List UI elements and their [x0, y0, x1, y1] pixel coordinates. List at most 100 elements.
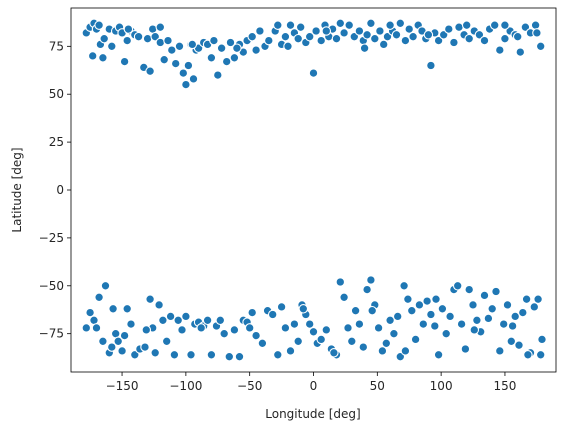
data-point	[410, 334, 421, 345]
data-point	[518, 307, 528, 318]
data-point	[395, 351, 406, 362]
data-point	[98, 53, 108, 63]
data-point	[150, 348, 160, 358]
data-point	[140, 342, 150, 352]
data-point	[100, 281, 111, 291]
data-point	[506, 336, 517, 347]
data-point	[321, 26, 332, 36]
data-point	[308, 68, 319, 78]
data-point	[108, 304, 118, 314]
data-point	[430, 321, 440, 331]
data-point	[122, 304, 132, 314]
data-point	[343, 323, 353, 333]
data-point	[316, 334, 326, 345]
data-point	[468, 300, 478, 310]
data-point	[521, 294, 532, 304]
data-point	[515, 47, 526, 57]
y-tick-label: 25	[49, 135, 64, 149]
data-point	[426, 60, 436, 71]
data-point	[273, 20, 283, 30]
data-point	[512, 31, 523, 42]
data-point	[375, 26, 385, 36]
x-tick-label: 50	[370, 379, 385, 393]
data-point	[404, 24, 414, 34]
data-point	[354, 319, 365, 329]
data-point	[94, 292, 104, 303]
data-point	[221, 56, 232, 67]
data-point	[532, 28, 542, 38]
x-axis: −150 −100 −50 0 50 100 150	[106, 372, 516, 393]
data-point	[202, 315, 213, 326]
data-point	[472, 315, 482, 326]
data-point	[366, 275, 376, 285]
data-point	[391, 30, 402, 40]
data-point	[461, 20, 472, 30]
data-point	[155, 22, 166, 32]
data-point	[483, 313, 494, 324]
x-tick-label: −50	[237, 379, 262, 393]
data-point	[170, 58, 181, 69]
data-point	[385, 315, 395, 326]
data-point	[378, 39, 389, 50]
x-tick-label: 0	[310, 379, 318, 393]
data-point	[285, 20, 296, 30]
y-tick-label: 75	[49, 39, 64, 53]
data-point	[433, 35, 444, 46]
data-point	[145, 294, 155, 304]
data-point	[414, 300, 425, 310]
data-point	[85, 307, 95, 318]
data-point	[257, 338, 268, 349]
data-point	[187, 39, 198, 50]
data-point	[389, 328, 399, 339]
data-point	[362, 284, 372, 295]
data-point	[426, 309, 436, 320]
data-point	[87, 51, 98, 61]
data-point	[464, 33, 474, 44]
data-point	[395, 18, 406, 29]
data-point	[359, 43, 370, 53]
y-tick-label: −75	[39, 327, 64, 341]
data-point	[159, 54, 169, 65]
points-layer	[81, 18, 547, 362]
y-tick-label: −50	[39, 279, 64, 293]
data-point	[224, 351, 235, 362]
data-point	[298, 304, 309, 314]
data-point	[273, 350, 283, 360]
data-point	[449, 37, 459, 48]
data-point	[454, 22, 464, 32]
data-point	[177, 325, 187, 335]
data-point	[370, 33, 380, 44]
data-point	[491, 286, 501, 297]
data-point	[537, 334, 547, 345]
data-point	[422, 296, 432, 306]
data-point	[502, 300, 513, 310]
data-point	[247, 307, 257, 318]
data-point	[331, 33, 342, 44]
data-point	[500, 20, 510, 30]
data-point	[347, 336, 357, 347]
data-point	[311, 26, 321, 36]
data-point	[385, 20, 395, 30]
data-point	[234, 351, 245, 362]
data-point	[247, 31, 257, 42]
data-point	[181, 79, 191, 90]
data-point	[495, 45, 505, 55]
y-tick-label: 0	[56, 183, 64, 197]
data-point	[304, 31, 315, 42]
data-point	[98, 336, 108, 347]
data-point	[285, 346, 296, 356]
data-point	[399, 281, 409, 291]
x-tick-label: −100	[169, 379, 202, 393]
data-point	[529, 302, 540, 312]
data-point	[335, 18, 346, 29]
data-point	[167, 45, 177, 55]
data-point	[350, 305, 361, 316]
data-point	[366, 18, 376, 29]
data-point	[418, 319, 429, 329]
y-axis-label: Latitude [deg]	[10, 147, 24, 232]
data-point	[186, 350, 196, 360]
x-tick-label: 150	[493, 379, 516, 393]
data-point	[400, 35, 411, 46]
